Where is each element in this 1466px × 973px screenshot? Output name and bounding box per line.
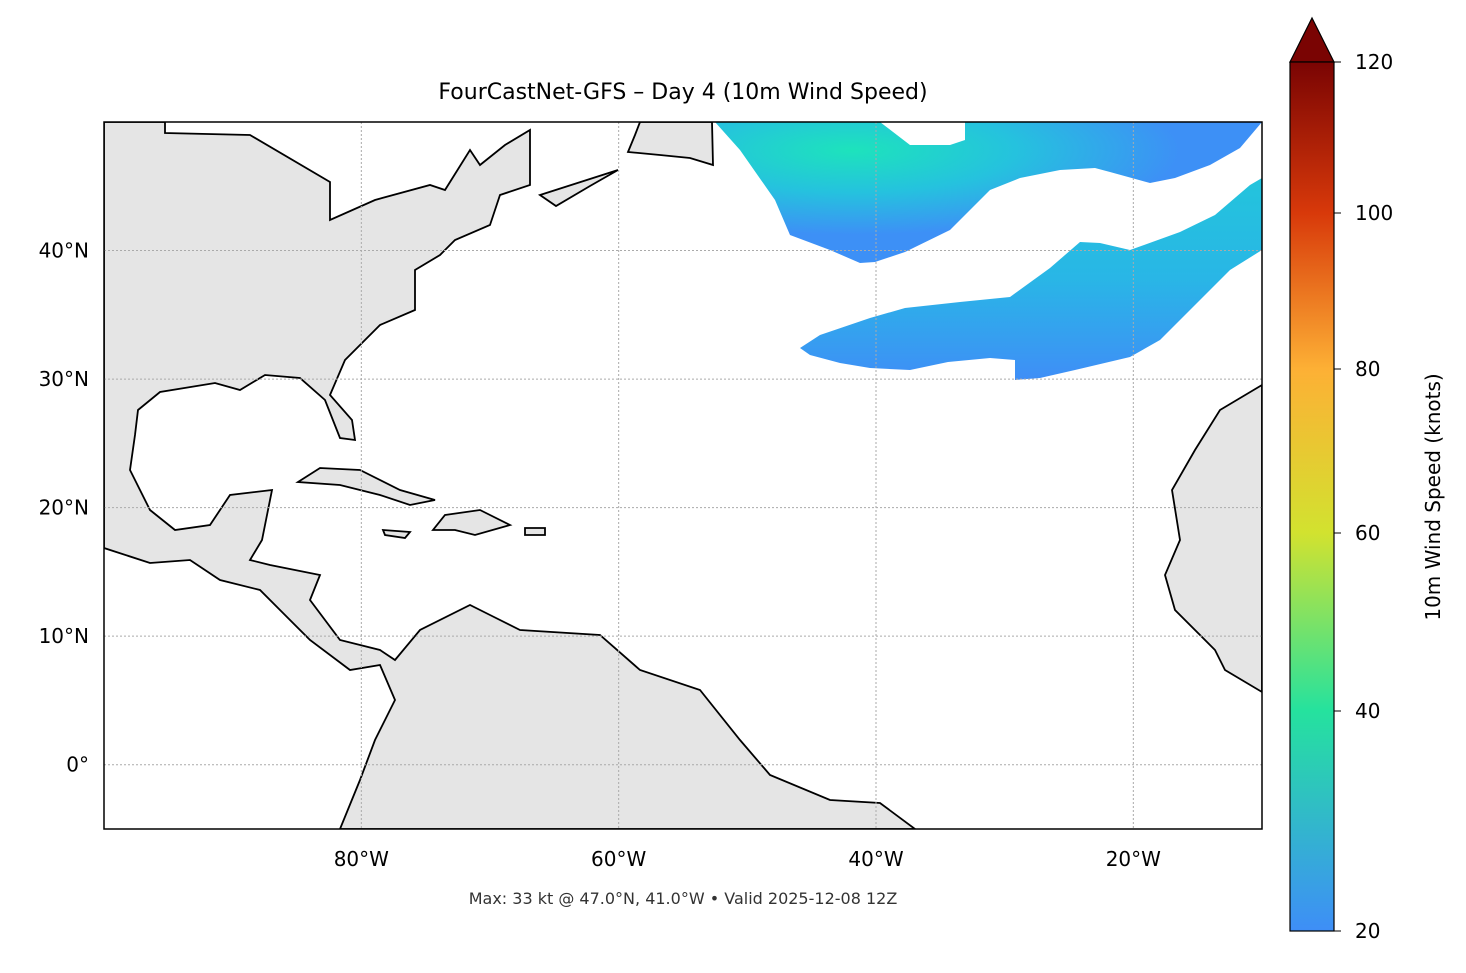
hispaniola-landmass <box>431 509 513 536</box>
x-tick-label: 80°W <box>334 847 389 871</box>
colorbar-label: 10m Wind Speed (knots) <box>1421 373 1445 620</box>
newfoundland-landmass <box>626 122 714 167</box>
gridlines <box>104 122 1262 829</box>
colorbar-tick-label: 80 <box>1355 357 1380 381</box>
map-frame <box>103 121 1263 830</box>
x-tick-label: 40°W <box>848 847 903 871</box>
wind-speed-field <box>715 122 1262 380</box>
colorbar-tick-label: 120 <box>1355 50 1393 74</box>
y-axis: 40°N 30°N 20°N 10°N 0° <box>39 239 89 777</box>
colorbar-tick-label: 60 <box>1355 521 1380 545</box>
colorbar-extend-arrow <box>1289 16 1335 63</box>
x-axis: 80°W 60°W 40°W 20°W <box>334 847 1161 871</box>
y-tick-label: 10°N <box>39 624 89 648</box>
y-tick-label: 40°N <box>39 239 89 263</box>
x-tick-label: 60°W <box>591 847 646 871</box>
x-tick-label: 20°W <box>1106 847 1161 871</box>
colorbar-tick-label: 40 <box>1355 699 1380 723</box>
colorbar-gradient <box>1289 61 1335 932</box>
wind-band-north <box>715 122 1262 263</box>
map-area <box>104 122 1262 829</box>
y-tick-label: 30°N <box>39 367 89 391</box>
cuba-landmass <box>295 467 436 506</box>
puerto-rico-landmass <box>524 527 546 536</box>
chart-title: FourCastNet-GFS – Day 4 (10m Wind Speed) <box>438 80 927 105</box>
wind-band-south <box>800 178 1262 380</box>
footer-info: Max: 33 kt @ 47.0°N, 41.0°W • Valid 2025… <box>469 889 898 908</box>
africa-landmass <box>1164 383 1262 694</box>
jamaica-landmass <box>381 528 412 539</box>
colorbar: 20 40 60 80 100 120 10m Wind Speed (knots) <box>1289 16 1445 943</box>
y-tick-label: 0° <box>66 753 89 777</box>
colorbar-tick-label: 20 <box>1355 919 1380 943</box>
colorbar-tick-label: 100 <box>1355 201 1393 225</box>
y-tick-label: 20°N <box>39 496 89 520</box>
americas-landmass <box>104 122 917 829</box>
nova-scotia-landmass <box>537 169 619 208</box>
